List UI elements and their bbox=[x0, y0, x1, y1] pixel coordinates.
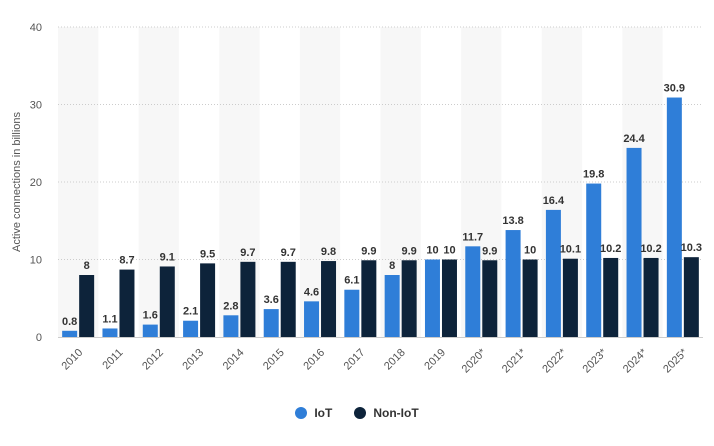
x-tick-label: 2020* bbox=[460, 346, 489, 375]
data-label-non-iot: 10.2 bbox=[640, 243, 661, 255]
x-tick-label: 2022* bbox=[540, 346, 569, 375]
x-tick-label: 2018 bbox=[382, 347, 408, 373]
bar-iot bbox=[223, 315, 239, 337]
data-label-iot: 2.8 bbox=[223, 300, 238, 312]
data-label-non-iot: 9.7 bbox=[240, 247, 255, 259]
x-tick-label: 2010 bbox=[59, 347, 85, 373]
x-tick-label: 2021* bbox=[500, 346, 529, 375]
x-tick-label: 2015 bbox=[261, 347, 287, 373]
bar-iot bbox=[142, 324, 158, 337]
bar-iot bbox=[586, 183, 602, 337]
bar-non-iot bbox=[522, 259, 538, 337]
bar-iot bbox=[263, 309, 279, 337]
bar-iot bbox=[545, 209, 561, 337]
bar-iot bbox=[62, 330, 78, 337]
data-label-iot: 4.6 bbox=[304, 286, 319, 298]
data-label-iot: 10 bbox=[426, 245, 438, 257]
legend: IoT Non-IoT bbox=[0, 406, 714, 420]
data-label-non-iot: 9.9 bbox=[482, 245, 497, 257]
x-tick-label: 2023* bbox=[581, 346, 610, 375]
data-label-non-iot: 10.3 bbox=[681, 242, 702, 254]
bar-non-iot bbox=[79, 275, 95, 337]
bar-iot bbox=[465, 246, 481, 337]
bar-non-iot bbox=[401, 260, 417, 337]
data-label-non-iot: 10 bbox=[443, 245, 455, 257]
bar-non-iot bbox=[482, 260, 498, 337]
bar-non-iot bbox=[643, 257, 659, 337]
data-label-iot: 6.1 bbox=[344, 275, 359, 287]
bar-non-iot bbox=[240, 261, 256, 337]
x-tick-label: 2019 bbox=[422, 347, 448, 373]
data-label-non-iot: 9.1 bbox=[160, 251, 175, 263]
legend-label-iot: IoT bbox=[314, 406, 333, 420]
y-tick-label: 30 bbox=[30, 100, 42, 112]
legend-swatch-iot bbox=[295, 407, 308, 419]
data-label-non-iot: 9.7 bbox=[281, 247, 296, 259]
bar-non-iot bbox=[361, 260, 377, 337]
bar-non-iot bbox=[280, 261, 296, 337]
data-label-non-iot: 10 bbox=[524, 245, 536, 257]
y-tick-label: 20 bbox=[30, 177, 42, 189]
bar-non-iot bbox=[441, 259, 457, 337]
data-label-non-iot: 9.8 bbox=[321, 246, 336, 258]
data-label-iot: 30.9 bbox=[664, 83, 685, 95]
x-tick-label: 2016 bbox=[301, 347, 327, 373]
bar-iot bbox=[424, 259, 440, 337]
y-tick-label: 10 bbox=[30, 255, 42, 267]
data-label-iot: 1.6 bbox=[143, 310, 158, 322]
bar-non-iot bbox=[562, 258, 578, 337]
x-tick-label: 2013 bbox=[180, 347, 206, 373]
x-tick-label: 2024* bbox=[621, 346, 650, 375]
data-label-non-iot: 9.9 bbox=[402, 245, 417, 257]
bar-iot bbox=[384, 275, 400, 337]
bar-non-iot bbox=[321, 261, 337, 337]
y-axis-title: Active connections in billions bbox=[11, 111, 23, 252]
data-label-non-iot: 9.9 bbox=[361, 245, 376, 257]
bar-iot bbox=[626, 147, 642, 337]
data-label-iot: 2.1 bbox=[183, 306, 198, 318]
x-tick-label: 2025* bbox=[661, 346, 690, 375]
data-label-iot: 19.8 bbox=[583, 169, 604, 181]
data-label-iot: 8 bbox=[389, 260, 395, 272]
bar-iot bbox=[183, 320, 199, 337]
data-label-iot: 13.8 bbox=[502, 215, 523, 227]
bar-iot bbox=[102, 328, 118, 337]
data-label-non-iot: 10.2 bbox=[600, 243, 621, 255]
legend-item-non-iot[interactable]: Non-IoT bbox=[354, 406, 419, 420]
x-tick-label: 2014 bbox=[221, 347, 247, 373]
bar-iot bbox=[666, 97, 682, 338]
bar-iot bbox=[344, 289, 360, 337]
data-label-iot: 11.7 bbox=[462, 231, 483, 243]
data-label-non-iot: 10.1 bbox=[560, 244, 581, 256]
bar-non-iot bbox=[159, 266, 175, 337]
bar-non-iot bbox=[683, 257, 699, 337]
data-label-iot: 24.4 bbox=[623, 133, 645, 145]
x-tick-label: 2012 bbox=[140, 347, 166, 373]
data-label-iot: 3.6 bbox=[264, 294, 279, 306]
bar-non-iot bbox=[200, 263, 216, 337]
data-label-iot: 0.8 bbox=[62, 316, 77, 328]
data-label-iot: 1.1 bbox=[102, 313, 117, 325]
x-tick-label: 2017 bbox=[342, 347, 368, 373]
x-tick-label: 2011 bbox=[100, 347, 125, 372]
data-label-non-iot: 9.5 bbox=[200, 248, 215, 260]
bar-iot bbox=[505, 230, 521, 337]
legend-item-iot[interactable]: IoT bbox=[295, 406, 332, 420]
bar-iot bbox=[304, 301, 320, 337]
legend-label-non-iot: Non-IoT bbox=[373, 406, 419, 420]
legend-swatch-non-iot bbox=[354, 407, 367, 419]
bar-non-iot bbox=[603, 257, 619, 337]
bar-non-iot bbox=[119, 269, 135, 337]
data-label-non-iot: 8 bbox=[84, 260, 90, 272]
data-label-iot: 16.4 bbox=[543, 195, 565, 207]
data-label-non-iot: 8.7 bbox=[119, 255, 134, 267]
y-tick-label: 40 bbox=[30, 22, 42, 34]
y-tick-label: 0 bbox=[36, 332, 42, 344]
